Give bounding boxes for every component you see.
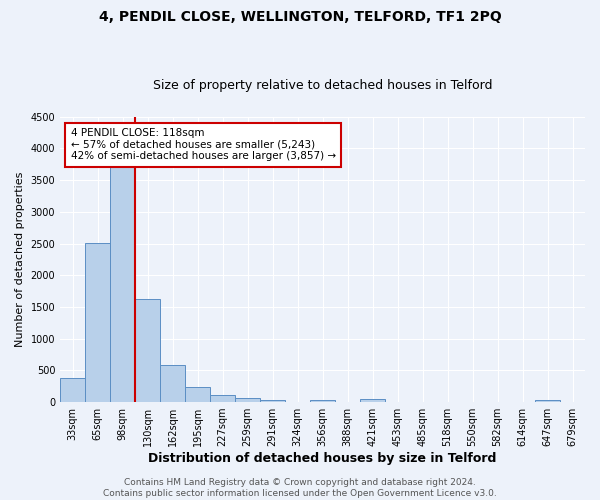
Bar (60, 378, 85, 402)
Bar (85, 243, 110, 402)
Bar (360, 398, 385, 402)
Text: Contains HM Land Registry data © Crown copyright and database right 2024.
Contai: Contains HM Land Registry data © Crown c… (103, 478, 497, 498)
Text: 4 PENDIL CLOSE: 118sqm
← 57% of detached houses are smaller (5,243)
42% of semi-: 4 PENDIL CLOSE: 118sqm ← 57% of detached… (71, 128, 336, 162)
Bar (260, 400, 285, 402)
Bar (210, 396, 235, 402)
Bar (160, 366, 185, 402)
Title: Size of property relative to detached houses in Telford: Size of property relative to detached ho… (153, 79, 493, 92)
X-axis label: Distribution of detached houses by size in Telford: Distribution of detached houses by size … (148, 452, 497, 465)
Bar (535, 400, 560, 402)
Y-axis label: Number of detached properties: Number of detached properties (15, 172, 25, 347)
Bar (185, 387, 210, 402)
Text: 4, PENDIL CLOSE, WELLINGTON, TELFORD, TF1 2PQ: 4, PENDIL CLOSE, WELLINGTON, TELFORD, TF… (98, 10, 502, 24)
Bar (235, 398, 260, 402)
Bar (135, 298, 160, 402)
Bar (110, 166, 135, 402)
Bar (310, 400, 335, 402)
